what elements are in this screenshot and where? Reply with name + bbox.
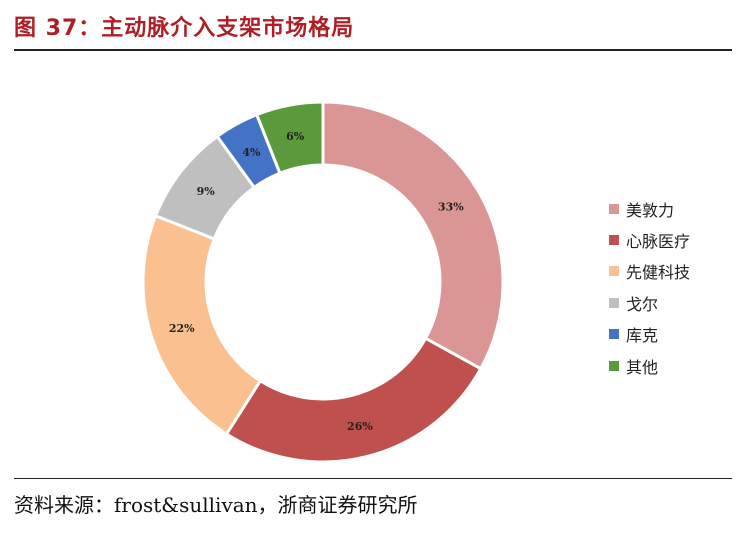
legend-item-2: 先健科技 (609, 256, 690, 287)
slice-0 (321, 100, 505, 371)
legend-label: 心脉医疗 (626, 232, 691, 252)
legend-item-1: 心脉医疗 (609, 224, 690, 255)
legend-swatch (609, 266, 619, 277)
legend-item-3: 戈尔 (609, 287, 690, 318)
slice-label-5: 6% (286, 130, 305, 143)
legend-label: 先健科技 (626, 263, 691, 283)
legend-item-0: 美敦力 (609, 193, 690, 224)
chart-legend: 美敦力心脉医疗先健科技戈尔库克其他 (609, 193, 690, 381)
slice-5 (254, 100, 325, 176)
legend-swatch (609, 297, 619, 308)
title-divider (14, 49, 732, 51)
slice-label-0: 33% (438, 200, 464, 213)
slice-label-2: 22% (169, 322, 195, 335)
slice-label-3: 9% (197, 185, 216, 198)
legend-swatch (609, 329, 619, 340)
legend-swatch (609, 235, 619, 246)
legend-item-4: 库克 (609, 319, 690, 350)
legend-item-5: 其他 (609, 350, 690, 381)
slice-label-4: 4% (242, 146, 261, 159)
slice-1 (224, 336, 483, 464)
legend-label: 美敦力 (626, 200, 675, 220)
slice-label-1: 26% (347, 420, 373, 433)
source-note: 资料来源：frost&sullivan，浙商证券研究所 (14, 493, 418, 517)
slice-2 (141, 213, 263, 437)
footer-divider (14, 478, 732, 479)
legend-swatch (609, 203, 619, 214)
legend-label: 其他 (626, 357, 659, 377)
legend-swatch (609, 360, 619, 371)
legend-label: 戈尔 (626, 294, 659, 314)
legend-label: 库克 (626, 326, 659, 346)
chart-title: 图 37：主动脉介入支架市场格局 (14, 16, 355, 41)
